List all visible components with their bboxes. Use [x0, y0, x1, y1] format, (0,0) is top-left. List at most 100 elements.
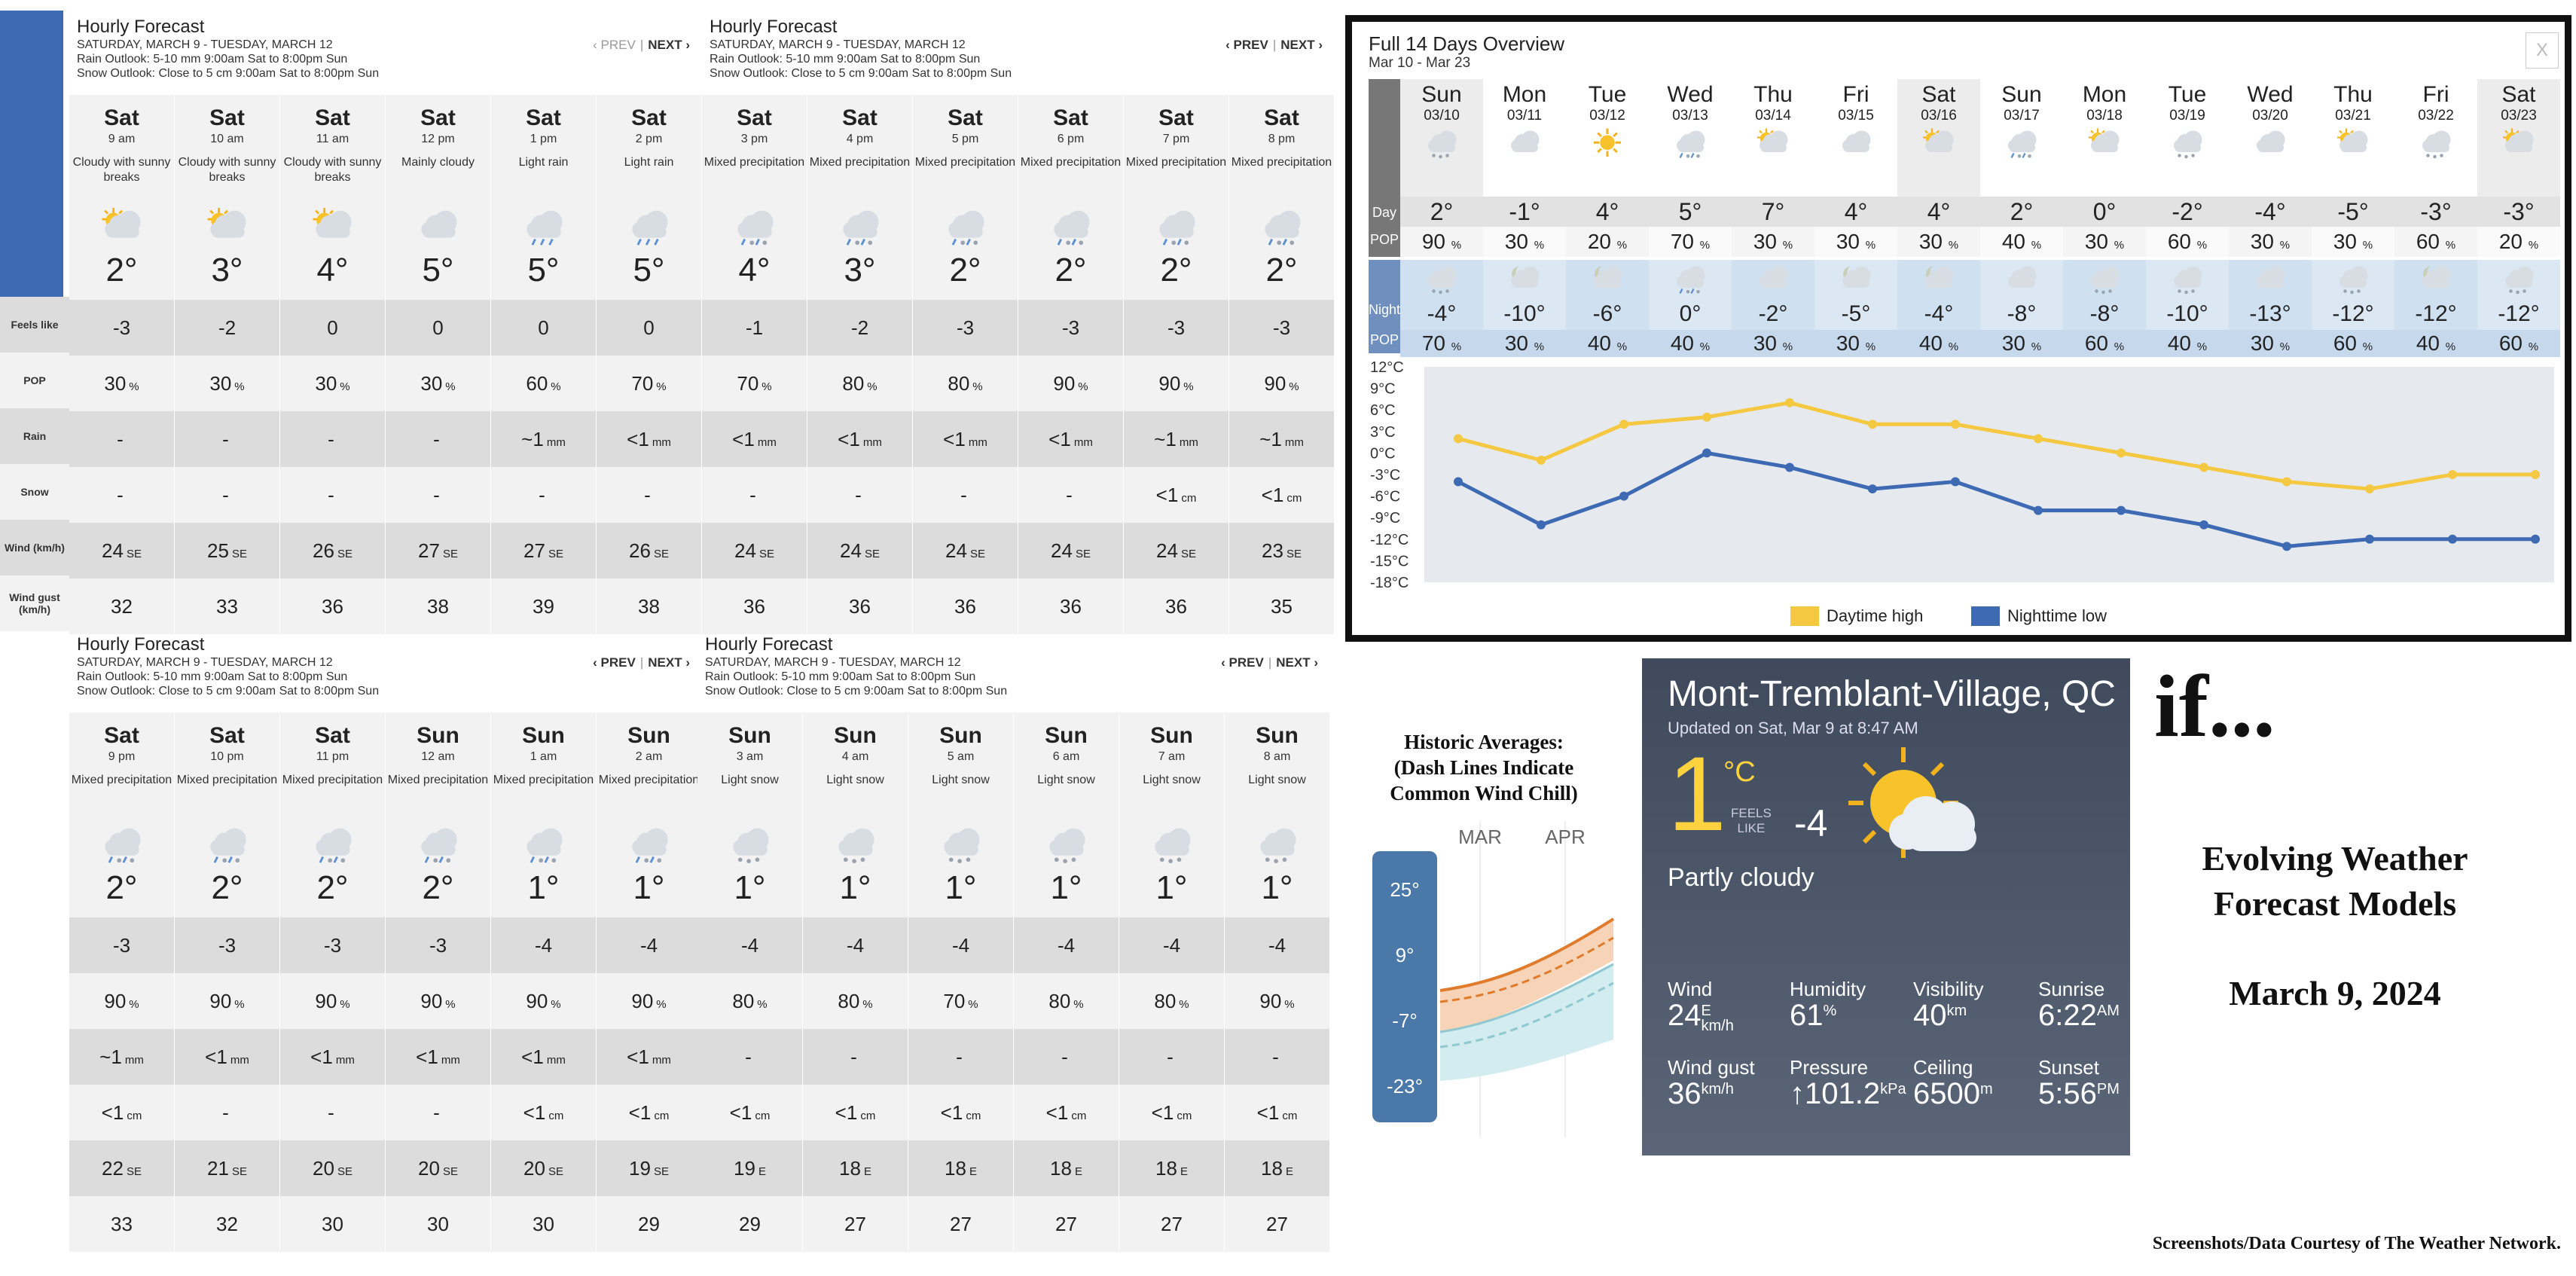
overview-dow: Sat — [1921, 82, 1956, 107]
hour-header: Sat 7 pm Mixed precipitation 2° — [1124, 95, 1228, 300]
prev-button[interactable]: ‹ PREV — [593, 655, 636, 670]
rain-cell: ~1 mm — [491, 411, 596, 467]
legend-label: Nighttime low — [2007, 606, 2107, 625]
panel-title: Hourly Forecast — [77, 17, 205, 37]
stat-number: 61 — [1790, 999, 1824, 1032]
feels-value: -2 — [218, 316, 237, 339]
next-button[interactable]: NEXT › — [648, 655, 690, 670]
pop-value: 90 — [1053, 372, 1076, 395]
overview-high: -5° — [2312, 197, 2394, 227]
pop-value: 30 — [2250, 230, 2275, 253]
gust-value: 33 — [111, 1213, 133, 1235]
panel-header: Hourly Forecast SATURDAY, MARCH 9 - TUES… — [702, 11, 1335, 95]
hour-day: Sat — [526, 105, 561, 130]
prev-button[interactable]: ‹ PREV — [1221, 655, 1264, 670]
gust-cell: 27 — [908, 1196, 1013, 1252]
cloud-icon — [1842, 130, 1871, 152]
next-button[interactable]: NEXT › — [1276, 655, 1318, 670]
historic-title-line: Historic Averages: — [1404, 731, 1564, 753]
overview-dow: Thu — [2333, 82, 2373, 107]
stat-unit: kPa — [1880, 1081, 1906, 1097]
rain-unit: mm — [546, 1054, 566, 1067]
night-label-column: Night POP — [1369, 260, 1400, 353]
overview-day-column: Tue 03/12 4° 20 % — [1566, 79, 1649, 257]
snow-value: <1 — [1045, 1101, 1069, 1124]
hourly-forecast-panel: Hourly Forecast SATURDAY, MARCH 9 - TUES… — [69, 11, 702, 634]
hour-condition: Mixed precipitation — [282, 774, 383, 786]
hour-header: Sat 10 am Cloudy with sunny breaks 3° — [175, 95, 279, 300]
pop-value: 20 — [2498, 230, 2523, 253]
wind-cell: 22 SE — [69, 1140, 174, 1196]
wind-value: 23 — [1262, 539, 1283, 562]
snow-cell: <1 cm — [491, 1085, 596, 1140]
overview-date: 03/15 — [1838, 108, 1874, 124]
wind-unit: SE — [231, 548, 247, 560]
stat-label: Wind gust — [1668, 1056, 1755, 1079]
hour-time: 10 pm — [210, 750, 244, 763]
pop-unit: % — [1616, 239, 1628, 252]
hour-condition: Cloudy with sunny breaks — [283, 156, 382, 184]
mixed-icon — [631, 828, 668, 863]
data-point — [2448, 534, 2457, 544]
snow-value: <1 — [1261, 484, 1284, 506]
hour-time: 7 pm — [1162, 133, 1190, 145]
data-point — [2531, 470, 2540, 479]
panel-header: Hourly Forecast SATURDAY, MARCH 9 - TUES… — [69, 11, 702, 95]
pop-value: 90 — [631, 990, 654, 1012]
historic-title: Historic Averages: (Dash Lines Indicate … — [1378, 729, 1589, 806]
overview-day-pop: 60 % — [2394, 227, 2477, 257]
hour-temp: 3° — [844, 252, 876, 288]
hourly-forecast-panel: Hourly Forecast SATURDAY, MARCH 9 - TUES… — [702, 11, 1335, 634]
hour-column: Sun 8 am Light snow 1° -4 90% - <1 cm 18 E 27 — [1225, 713, 1330, 1252]
feels-value: -3 — [956, 316, 975, 339]
gust-value: 32 — [216, 1213, 238, 1235]
prev-button[interactable]: ‹ PREV — [1225, 38, 1268, 52]
stat-label: Wind — [1668, 978, 1713, 1000]
evolving-title: Evolving Weather Forecast Models — [2154, 836, 2516, 926]
hour-temp: 1° — [1155, 869, 1188, 906]
condition-text: Partly cloudy — [1668, 863, 1814, 892]
overview-night-column: -10° 30 % — [1483, 260, 1566, 357]
hour-temp: 5° — [633, 252, 665, 288]
rain-cell: - — [1119, 1029, 1224, 1085]
next-button[interactable]: NEXT › — [648, 38, 690, 52]
snow-value: - — [433, 484, 440, 506]
stat-label: Sunrise — [2038, 978, 2105, 1000]
hour-day: Sun — [522, 723, 565, 748]
gust-value: 36 — [954, 595, 976, 618]
feels-cell: -3 — [1124, 300, 1228, 356]
overview-night-column: -12° 40 % — [2394, 260, 2477, 357]
close-button[interactable]: X — [2526, 32, 2559, 69]
pop-value: 90 — [1264, 372, 1286, 395]
pop-value: 60 — [2416, 230, 2440, 253]
mixed-icon — [737, 210, 774, 246]
row-label: Feels like — [0, 297, 69, 353]
prev-button[interactable]: ‹ PREV — [593, 38, 636, 52]
data-point — [1454, 477, 1463, 487]
y-tick-label: -18°C — [1370, 575, 1409, 591]
snow-cell: - — [807, 467, 912, 523]
sun-cloud-icon — [2503, 128, 2534, 152]
feels-cell: -3 — [280, 917, 385, 973]
historic-high-windchill — [1439, 936, 1614, 1003]
pop-unit: % — [2528, 239, 2539, 252]
wind-cell: 25 SE — [175, 523, 279, 578]
y-tick-label: -3°C — [1370, 467, 1400, 484]
hour-condition: Light rain — [518, 156, 569, 169]
gust-cell: 27 — [803, 1196, 908, 1252]
overview-high: 4° — [1897, 197, 1980, 227]
rain-unit: mm — [1179, 436, 1198, 449]
rain-unit: mm — [335, 1054, 355, 1067]
overview-night-pop: 30 % — [2229, 330, 2312, 357]
next-button[interactable]: NEXT › — [1280, 38, 1323, 52]
data-point — [1702, 448, 1711, 458]
overview-day-column: Wed 03/13 5° 70 % — [1649, 79, 1732, 257]
data-point — [2117, 448, 2126, 458]
rain-cell: ~1 mm — [1229, 411, 1334, 467]
pop-unit: % — [2114, 340, 2125, 353]
pop-cell: 90% — [1018, 356, 1123, 411]
hour-condition: Mixed precipitation — [1125, 156, 1227, 169]
snow-cell: <1 cm — [908, 1085, 1013, 1140]
wind-value: 24 — [734, 539, 756, 562]
pop-unit: % — [2031, 239, 2042, 252]
